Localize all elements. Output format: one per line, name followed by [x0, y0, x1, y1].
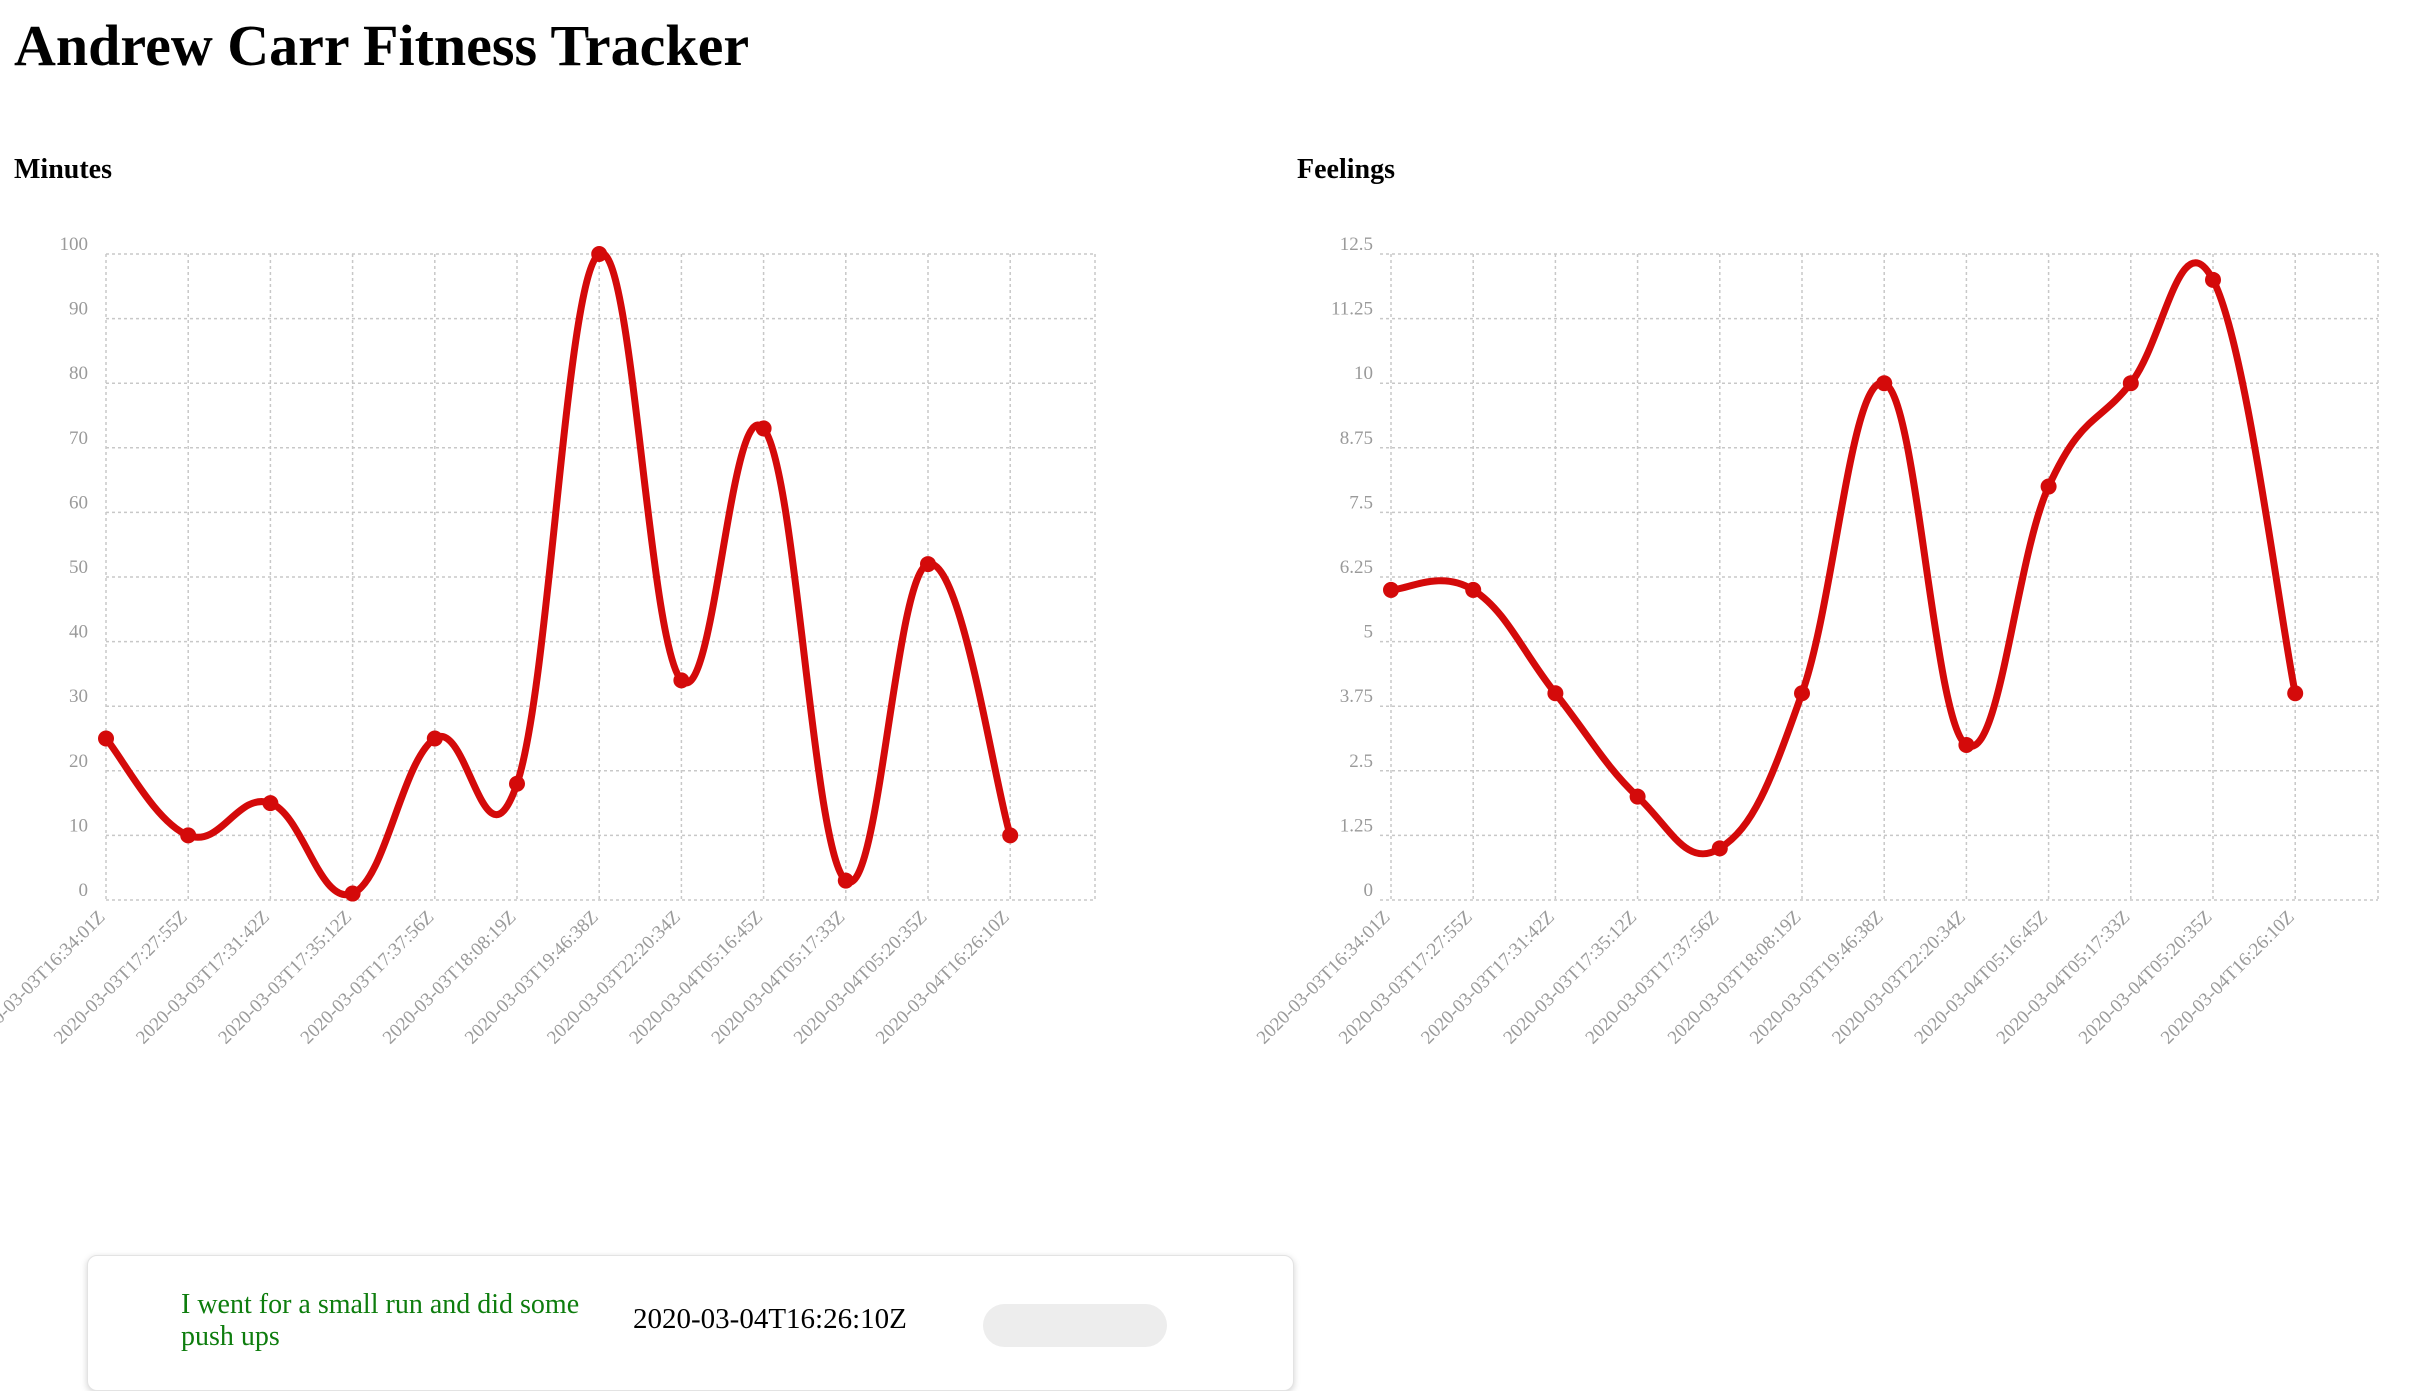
data-point[interactable]: [262, 795, 279, 812]
x-tick-label: 2020-03-03T17:27:55Z: [1335, 907, 1477, 1049]
data-point[interactable]: [1002, 827, 1019, 844]
data-point[interactable]: [344, 885, 361, 902]
data-point[interactable]: [1383, 581, 1399, 598]
data-point[interactable]: [2205, 271, 2221, 288]
data-point[interactable]: [673, 672, 690, 689]
minutes-chart-title: Minutes: [14, 154, 112, 185]
series-line: [102, 250, 1014, 899]
y-tick-label: 90: [69, 299, 88, 320]
x-tick-label: 2020-03-03T22:20:34Z: [543, 907, 685, 1049]
grid: [1380, 253, 2379, 901]
feelings-chart-title: Feelings: [1297, 154, 1395, 185]
x-tick-label: 2020-03-03T17:31:42Z: [132, 907, 274, 1049]
y-tick-label: 50: [69, 557, 88, 578]
entry-action-button[interactable]: [983, 1304, 1167, 1347]
x-tick-label: 2020-03-03T22:20:34Z: [1828, 907, 1970, 1049]
y-tick-label: 11.25: [1331, 299, 1373, 320]
y-tick-label: 60: [69, 492, 88, 513]
x-tick-label: 2020-03-03T16:34:01Z: [1253, 907, 1395, 1049]
x-tick-label: 2020-03-03T17:35:12Z: [1499, 907, 1641, 1049]
x-tick-label: 2020-03-03T18:08:19Z: [1664, 907, 1806, 1049]
page-title: Andrew Carr Fitness Tracker: [14, 13, 750, 78]
data-point[interactable]: [2122, 375, 2139, 392]
x-tick-label: 2020-03-03T16:34:01Z: [0, 907, 110, 1049]
entry-description: I went for a small run and did some push…: [181, 1289, 580, 1352]
feelings-chart: 0 1.25 2.5 3.75 5 6.25 7.5 8.75 10 11.25 12.5 2020-…: [1253, 234, 2379, 1049]
data-point[interactable]: [920, 556, 936, 573]
x-tick-label: 2020-03-03T17:35:12Z: [214, 907, 356, 1049]
x-tick-label: 2020-03-04T05:16:45Z: [625, 907, 767, 1049]
x-tick-label: 2020-03-04T05:17:33Z: [708, 907, 850, 1049]
x-tick-label: 2020-03-03T19:46:38Z: [461, 907, 603, 1049]
y-tick-label: 1.25: [1340, 815, 1373, 836]
entry-card: I went for a small run and did some push…: [87, 1255, 1294, 1391]
data-point[interactable]: [1465, 581, 1482, 598]
y-tick-label: 7.5: [1349, 492, 1373, 513]
data-point[interactable]: [1876, 375, 1893, 392]
x-tick-label: 2020-03-04T05:16:45Z: [1910, 907, 2052, 1049]
x-tick-label: 2020-03-04T05:17:33Z: [1993, 907, 2135, 1049]
y-tick-label: 20: [69, 751, 88, 772]
y-tick-label: 12.5: [1340, 234, 1373, 255]
data-point[interactable]: [2040, 478, 2057, 495]
data-point[interactable]: [180, 827, 197, 844]
y-tick-label: 8.75: [1340, 428, 1373, 449]
x-tick-label: 2020-03-03T17:37:56Z: [1582, 907, 1724, 1049]
x-tick-label: 2020-03-04T05:20:35Z: [2075, 907, 2217, 1049]
x-tick-label: 2020-03-03T17:31:42Z: [1417, 907, 1559, 1049]
data-point[interactable]: [1958, 736, 1975, 753]
data-point[interactable]: [1547, 685, 1564, 702]
y-tick-label: 40: [69, 622, 88, 643]
data-point[interactable]: [1794, 685, 1810, 702]
x-tick-label: 2020-03-03T17:27:55Z: [50, 907, 192, 1049]
y-tick-label: 30: [69, 686, 88, 707]
x-tick-label: 2020-03-03T18:08:19Z: [379, 907, 521, 1049]
grid: [105, 253, 1096, 901]
x-tick-label: 2020-03-03T17:37:56Z: [297, 907, 439, 1049]
data-point[interactable]: [98, 730, 114, 747]
data-point[interactable]: [509, 775, 525, 792]
y-tick-label: 70: [69, 428, 88, 449]
x-tick-label: 2020-03-03T19:46:38Z: [1746, 907, 1888, 1049]
data-point[interactable]: [1629, 788, 1646, 805]
y-tick-label: 0: [79, 880, 89, 901]
y-tick-label: 80: [69, 363, 88, 384]
y-tick-label: 0: [1364, 880, 1374, 901]
entry-timestamp: 2020-03-04T16:26:10Z: [633, 1303, 907, 1335]
x-tick-label: 2020-03-04T16:26:10Z: [872, 907, 1014, 1049]
minutes-chart: 0 10 20 30 40 50 60 70 80 90 100 2020-03-03T16:34:0…: [0, 234, 1096, 1049]
y-tick-label: 100: [60, 234, 89, 255]
y-tick-label: 5: [1364, 622, 1374, 643]
y-tick-label: 10: [69, 815, 88, 836]
y-tick-label: 2.5: [1349, 751, 1373, 772]
data-point[interactable]: [591, 246, 608, 262]
y-tick-label: 10: [1354, 363, 1373, 384]
data-point[interactable]: [837, 872, 854, 889]
data-point[interactable]: [2287, 685, 2304, 702]
data-point[interactable]: [755, 420, 772, 437]
y-tick-label: 6.25: [1340, 557, 1373, 578]
x-tick-label: 2020-03-04T05:20:35Z: [790, 907, 932, 1049]
data-point[interactable]: [426, 730, 443, 747]
series-line: [1387, 259, 2299, 858]
y-tick-label: 3.75: [1340, 686, 1373, 707]
data-point[interactable]: [1711, 840, 1728, 857]
x-tick-label: 2020-03-04T16:26:10Z: [2157, 907, 2299, 1049]
